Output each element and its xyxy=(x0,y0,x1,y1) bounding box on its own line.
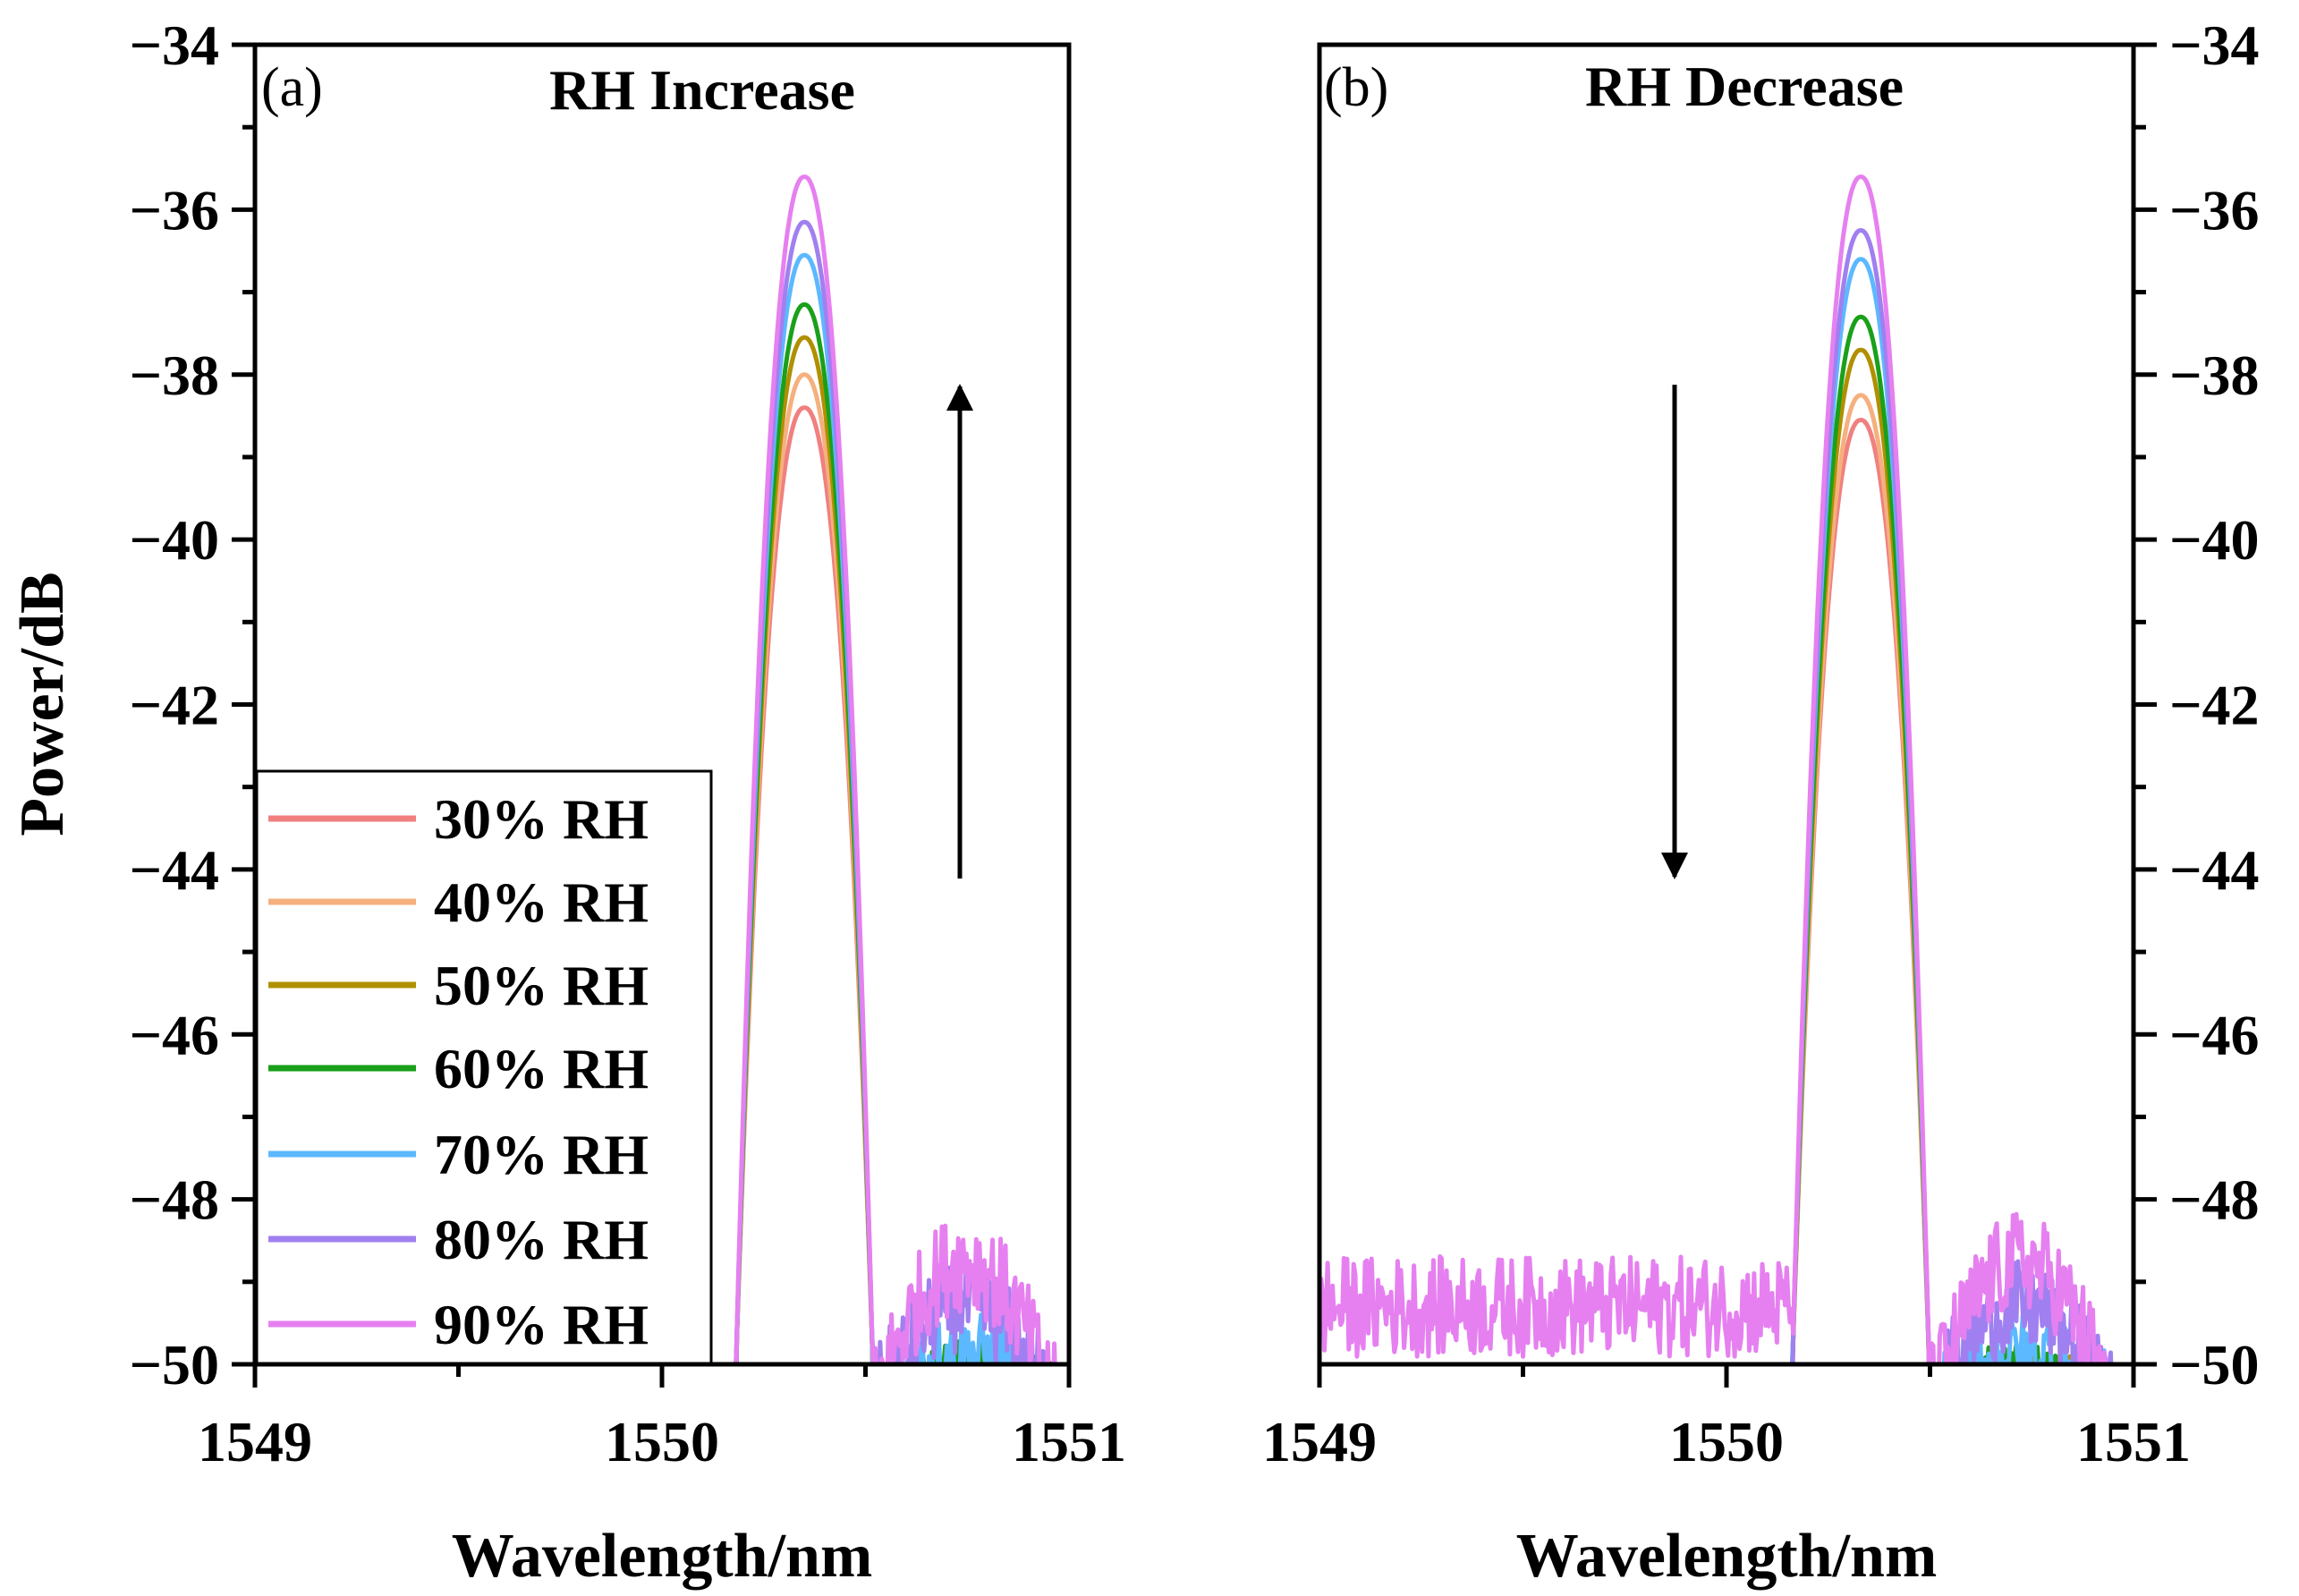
y-tick-label: −46 xyxy=(130,1003,219,1066)
series-lines xyxy=(1319,174,2134,1364)
legend-label: 30% RH xyxy=(434,787,649,851)
panel-tag: (b) xyxy=(1324,57,1388,118)
legend-entry: 90% RH xyxy=(268,1293,649,1356)
y-tick-label: −36 xyxy=(130,178,219,242)
series-line-80pct-rh xyxy=(1790,228,2114,1364)
y-tick-label: −42 xyxy=(130,674,219,737)
panel-tag: (a) xyxy=(261,57,323,118)
legend-entry: 40% RH xyxy=(268,870,649,934)
y-tick-label: −38 xyxy=(130,344,219,407)
legend-label: 80% RH xyxy=(434,1208,649,1271)
plot-frame xyxy=(1317,42,2136,1367)
y-tick-label: −38 xyxy=(2169,344,2259,407)
axis-ticks: 1549 1550 1551 −34 −36 −38 −40 −42 −44 −46 −48 −50 xyxy=(1262,13,2259,1473)
y-tick-label: −34 xyxy=(2169,13,2259,77)
legend-label: 70% RH xyxy=(434,1123,649,1186)
legend-label: 40% RH xyxy=(434,870,649,934)
x-tick-label: 1551 xyxy=(1012,1410,1126,1473)
legend-entry: 60% RH xyxy=(268,1037,649,1100)
legend-entry: 30% RH xyxy=(268,787,649,851)
x-tick-label: 1549 xyxy=(1262,1410,1377,1473)
x-axis-label: Wavelength/nm xyxy=(1516,1522,1938,1591)
x-tick-label: 1550 xyxy=(605,1410,719,1473)
y-tick-label: −46 xyxy=(2169,1003,2259,1066)
y-axis-label: Power/dB xyxy=(8,572,77,836)
panel-rh-increase: 1549 1550 1551−34−36−38−40−42−44−46−48−50 … xyxy=(8,13,1126,1591)
legend-entry: 70% RH xyxy=(268,1123,649,1186)
legend-entry: 80% RH xyxy=(268,1208,649,1271)
panel-title: RH Decrease xyxy=(1585,55,1904,118)
x-axis-label: Wavelength/nm xyxy=(452,1522,873,1591)
panel-rh-decrease: 1549 1550 1551−34−36−38−40−42−44−46−48−50 … xyxy=(1262,13,2259,1591)
x-tick-label: 1551 xyxy=(2076,1410,2191,1473)
y-tick-label: −40 xyxy=(2169,508,2259,572)
series-line-90pct-rh xyxy=(1319,174,2134,1364)
x-tick-label: 1550 xyxy=(1669,1410,1784,1473)
y-tick-label: −44 xyxy=(130,838,219,902)
axis-ticks: 1549 1550 1551 −34 −36 −38 −40 −42 −44 −46 −48 −50 xyxy=(130,13,1126,1473)
y-tick-label: −34 xyxy=(130,13,219,77)
legend-label: 60% RH xyxy=(434,1037,649,1100)
series-line-90pct-rh xyxy=(333,174,1057,1364)
y-tick-label: −48 xyxy=(130,1168,219,1232)
series-line-80pct-rh xyxy=(734,219,1051,1364)
legend: 30% RH 40% RH 50% RH 60% RH 70% RH 80% R… xyxy=(255,769,713,1365)
y-tick-label: −50 xyxy=(130,1333,219,1396)
y-tick-label: −42 xyxy=(2169,674,2259,737)
y-tick-label: −48 xyxy=(2169,1168,2259,1232)
y-tick-label: −36 xyxy=(2169,178,2259,242)
legend-entry: 50% RH xyxy=(268,954,649,1017)
legend-label: 90% RH xyxy=(434,1293,649,1356)
panel-title: RH Increase xyxy=(549,58,855,122)
y-tick-label: −50 xyxy=(2169,1333,2259,1396)
legend-label: 50% RH xyxy=(434,954,649,1017)
y-tick-label: −44 xyxy=(2169,838,2259,902)
y-tick-label: −40 xyxy=(130,508,219,572)
x-tick-label: 1549 xyxy=(198,1410,312,1473)
